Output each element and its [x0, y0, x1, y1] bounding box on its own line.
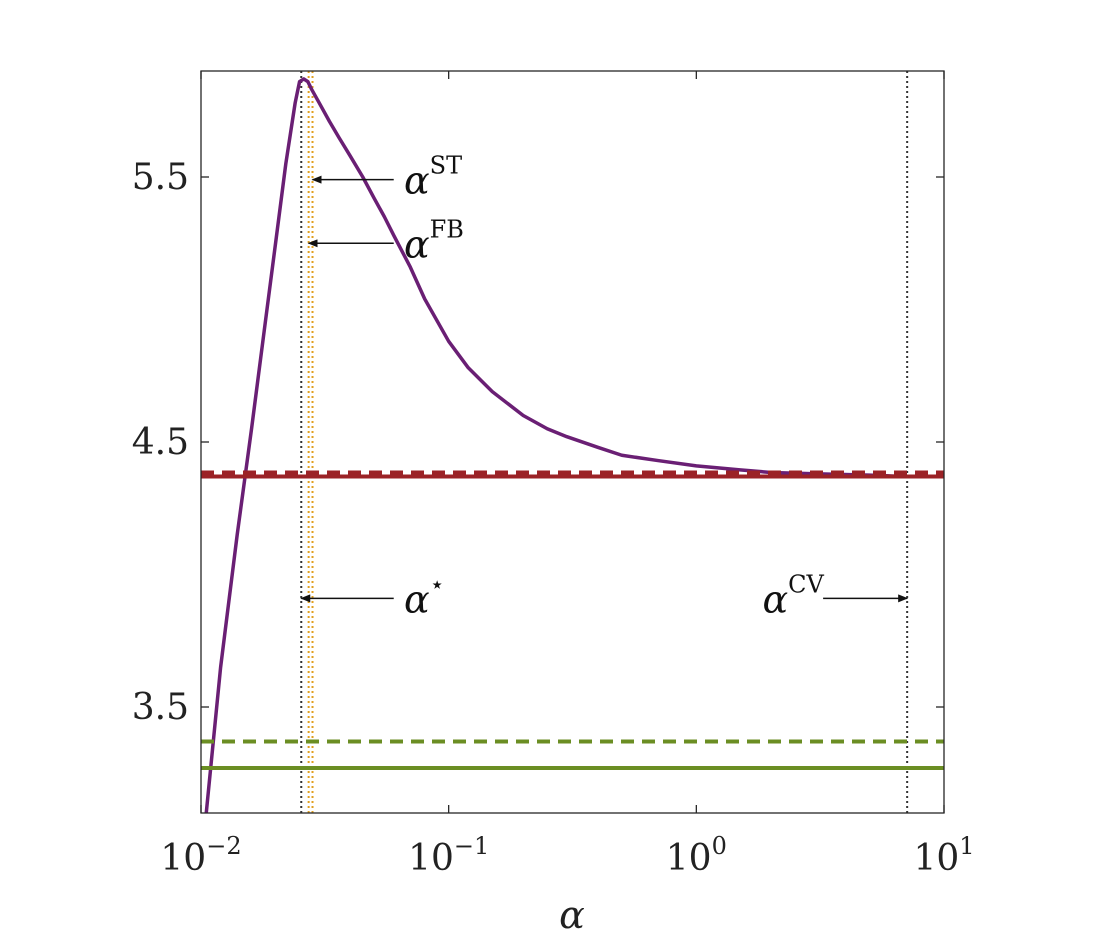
y-tick-label: 3.5 — [132, 687, 189, 728]
x-tick-label: 10−2 — [160, 832, 241, 879]
y-tick-label: 4.5 — [132, 422, 189, 463]
x-tick-label: 101 — [913, 832, 974, 879]
annotation-label-3: αCV — [763, 570, 825, 621]
annotation-label-2: α⋆ — [404, 570, 445, 621]
annotations: αST αFB α⋆ αCV — [300, 152, 909, 621]
annotation-label-0: αST — [404, 152, 462, 203]
plot-background — [201, 71, 944, 813]
x-tick-label: 100 — [666, 832, 727, 879]
axis-ticks: 3.5 4.5 5.5 10−2 10−1 100 101 — [132, 71, 975, 879]
annotation-label-1: αFB — [404, 215, 464, 266]
series-layer — [201, 77, 944, 813]
vertical-reference-lines — [300, 71, 909, 813]
y-tick-label: 5.5 — [132, 157, 189, 198]
x-tick-label: 10−1 — [408, 832, 489, 879]
series-curve — [204, 77, 944, 813]
x-axis-label: α — [559, 893, 585, 937]
